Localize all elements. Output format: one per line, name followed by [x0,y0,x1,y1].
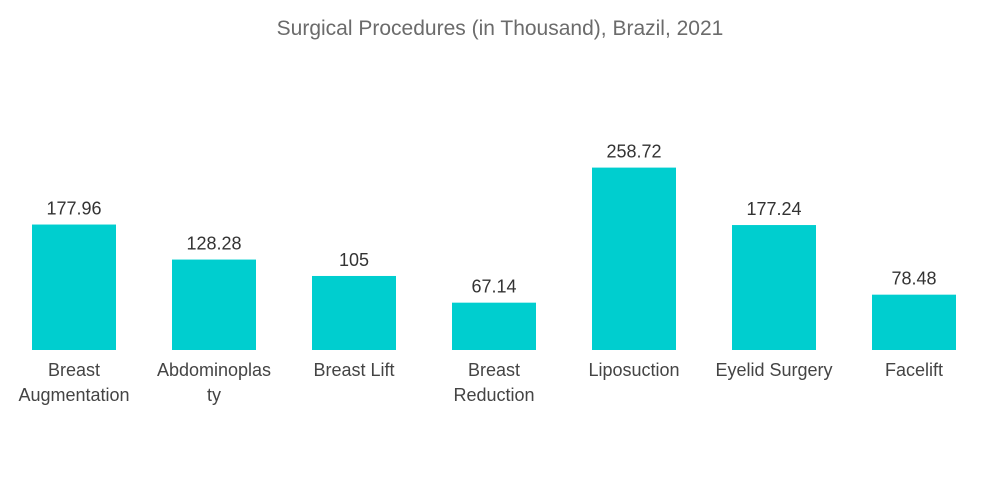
category-label: Breast Reduction [424,358,564,408]
category-label-line: Liposuction [588,360,680,380]
bar [32,224,116,350]
bar [592,167,676,350]
bar [872,294,956,350]
bar [172,259,256,350]
data-label: 177.96 [46,199,101,219]
category-label-line: Breast Lift [313,360,395,380]
data-label: 78.48 [891,269,936,289]
data-label: 67.14 [471,277,516,297]
category-label: Liposuction [564,358,704,383]
data-label: 128.28 [186,234,241,254]
bar [732,225,816,350]
category-label: Facelift [844,358,984,383]
data-label: 177.24 [746,199,801,219]
category-label: Breast Augmentation [4,358,144,408]
category-label-line: ty [206,385,221,405]
category-label-line: Facelift [884,360,944,380]
category-label: Abdominoplas ty [144,358,284,408]
chart-title: Surgical Procedures (in Thousand), Brazi… [276,17,724,40]
bar [452,302,536,350]
category-label-line: Reduction [453,385,535,405]
bar [312,275,396,350]
category-label-line: Breast [47,360,101,380]
category-label-line: Breast [467,360,521,380]
category-label: Eyelid Surgery [704,358,844,383]
data-label: 105 [339,250,369,270]
category-label: Breast Lift [284,358,424,383]
category-label-line: Eyelid Surgery [715,360,833,380]
category-label-line: Abdominoplas [156,360,272,380]
data-label: 258.72 [606,142,661,162]
category-label-line: Augmentation [18,385,130,405]
